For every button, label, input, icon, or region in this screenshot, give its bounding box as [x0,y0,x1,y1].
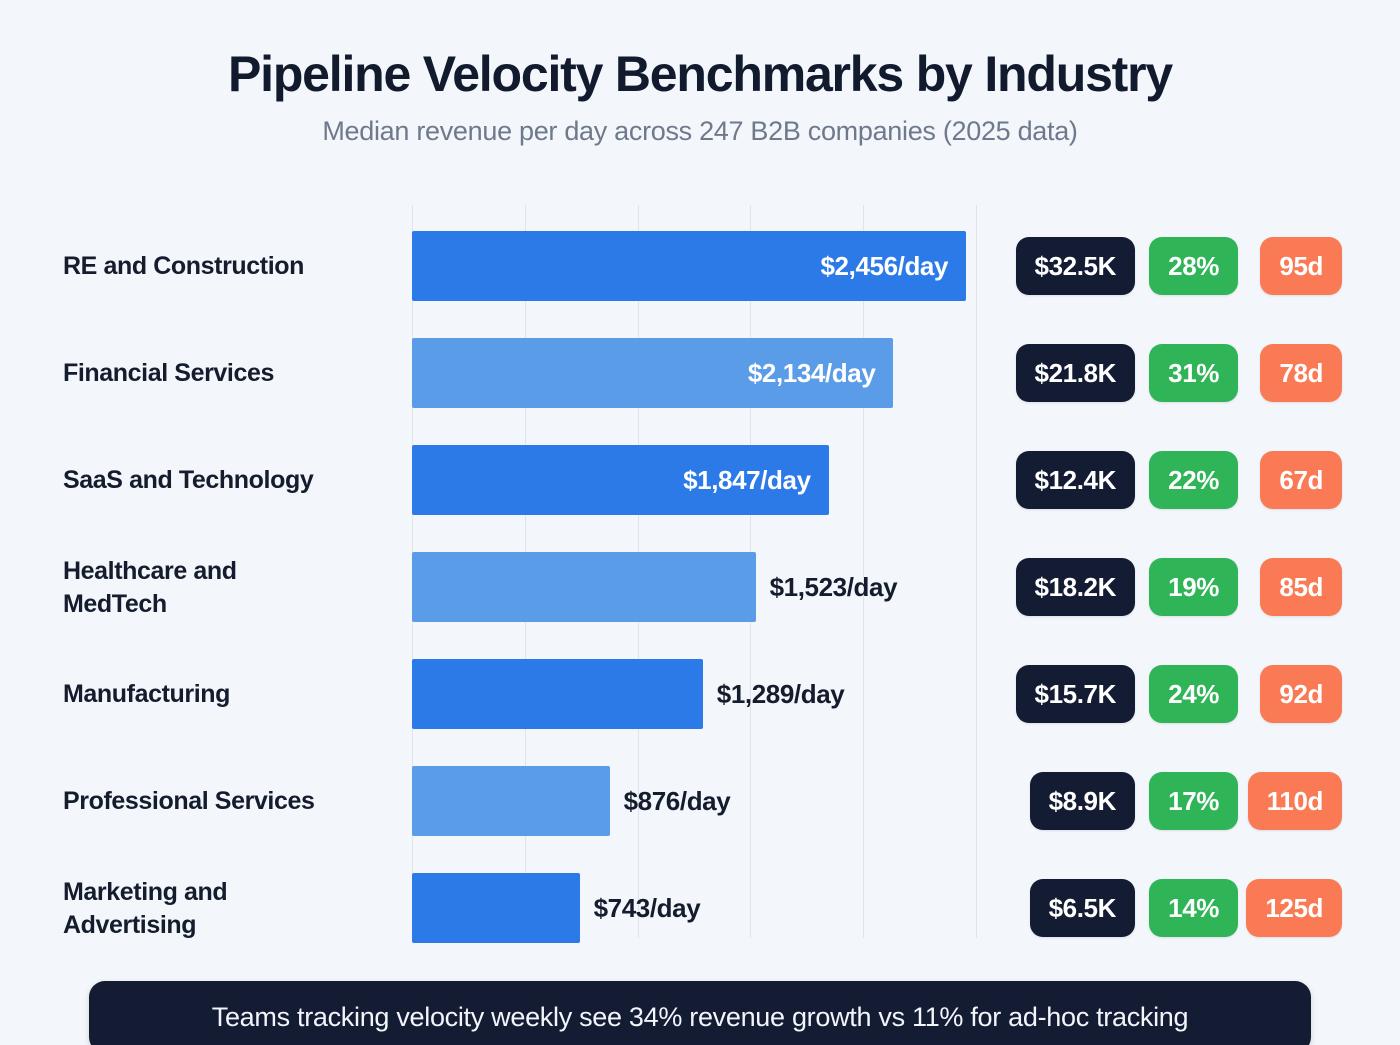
metric-badges: $12.4K 22% 67d [995,427,1345,534]
badge-win-rate[interactable]: 17% [1149,772,1238,830]
bar-rows: RE and Construction $2,456/day $32.5K 28% 95… [0,200,1400,943]
row-category-label: SaaS and Technology [63,466,314,495]
metric-badges: $8.9K 17% 110d [995,748,1345,855]
bar-track: $1,847/day [412,445,976,515]
chart-row: Manufacturing $1,289/day $15.7K 24% 92d [0,641,1400,748]
bar[interactable] [412,231,967,301]
bar-value-label: $1,523/day [769,571,898,602]
badge-sales-cycle[interactable]: 67d [1260,451,1342,509]
chart-row: Financial Services $2,134/day $21.8K 31% 78d [0,320,1400,427]
bar[interactable] [412,766,610,836]
badge-deal-size[interactable]: $8.9K [1029,772,1135,830]
badge-win-rate[interactable]: 24% [1149,665,1238,723]
bar-track: $743/day [412,873,976,943]
metric-badges: $6.5K 14% 125d [995,855,1345,962]
bar-track: $2,134/day [412,338,976,408]
bar-value-label: $743/day [593,892,701,923]
badge-win-rate[interactable]: 28% [1149,237,1238,295]
metric-badges: $18.2K 19% 85d [995,534,1345,641]
metric-badges: $32.5K 28% 95d [995,213,1345,320]
bar[interactable] [412,338,894,408]
chart-row: RE and Construction $2,456/day $32.5K 28% 95… [0,213,1400,320]
badge-sales-cycle[interactable]: 78d [1260,344,1342,402]
bar[interactable] [412,873,580,943]
bar[interactable] [412,445,829,515]
bar-track: $876/day [412,766,976,836]
bar-value-label: $2,134/day [747,357,876,388]
bar-track: $1,289/day [412,659,976,729]
bar-value-label: $2,456/day [820,250,949,281]
badge-sales-cycle[interactable]: 92d [1260,665,1342,723]
bar-track: $2,456/day [412,231,976,301]
bar[interactable] [412,659,703,729]
badge-deal-size[interactable]: $21.8K [1015,344,1135,402]
bar-track: $1,523/day [412,552,976,622]
row-category-label: Healthcare and MedTech [63,557,237,618]
chart-row: Healthcare and MedTech $1,523/day $18.2K 19… [0,534,1400,641]
chart-subtitle: Median revenue per day across 247 B2B co… [322,116,1078,146]
plot-area: RE and Construction $2,456/day $32.5K 28% 95… [0,200,1400,943]
badge-sales-cycle[interactable]: 125d [1246,879,1342,937]
badge-win-rate[interactable]: 14% [1149,879,1238,937]
bar-value-label: $1,847/day [683,464,811,495]
row-category-label: Marketing and Advertising [63,878,228,939]
footer-note: Teams tracking velocity weekly see 34% r… [211,1001,1189,1032]
badge-sales-cycle[interactable]: 110d [1247,772,1342,830]
metric-badges: $21.8K 31% 78d [995,320,1345,427]
badge-sales-cycle[interactable]: 95d [1260,237,1342,295]
badge-deal-size[interactable]: $15.7K [1015,665,1135,723]
badge-deal-size[interactable]: $12.4K [1015,451,1135,509]
row-category-label: RE and Construction [63,252,305,281]
badge-win-rate[interactable]: 31% [1149,344,1238,402]
badge-deal-size[interactable]: $32.5K [1015,237,1135,295]
bar-value-label: $1,289/day [716,678,845,709]
chart-row: Professional Services $876/day $8.9K 17% 110… [0,748,1400,855]
page-title: Pipeline Velocity Benchmarks by Industry [227,46,1173,102]
badge-deal-size[interactable]: $18.2K [1015,558,1135,616]
footer-banner: Teams tracking velocity weekly see 34% r… [89,981,1311,1045]
row-category-label: Financial Services [63,359,274,388]
bar-value-label: $876/day [623,785,731,816]
chart-header: Pipeline Velocity Benchmarks by Industry… [0,46,1400,147]
chart-row: SaaS and Technology $1,847/day $12.4K 22% 67… [0,427,1400,534]
bar[interactable] [412,552,756,622]
badge-win-rate[interactable]: 22% [1149,451,1238,509]
row-category-label: Manufacturing [63,680,231,709]
badge-deal-size[interactable]: $6.5K [1029,879,1135,937]
badge-sales-cycle[interactable]: 85d [1260,558,1342,616]
metric-badges: $15.7K 24% 92d [995,641,1345,748]
chart-row: Marketing and Advertising $743/day $6.5K 14… [0,855,1400,962]
row-category-label: Professional Services [63,787,315,816]
badge-win-rate[interactable]: 19% [1149,558,1238,616]
